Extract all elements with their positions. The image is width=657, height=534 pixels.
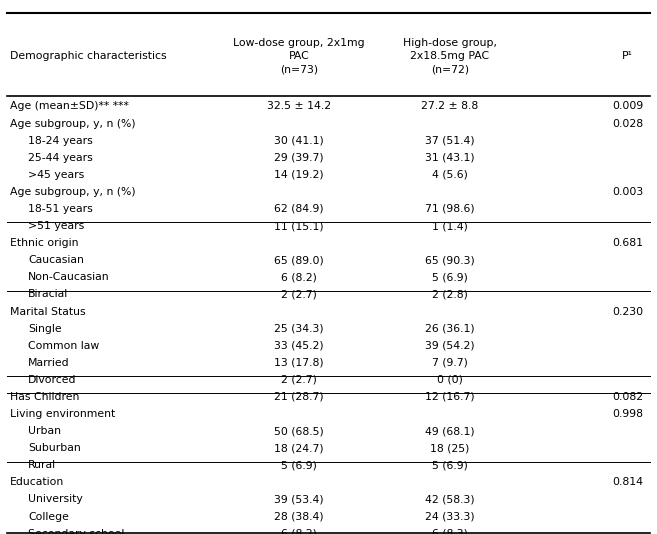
Text: 5 (6.9): 5 (6.9): [432, 272, 468, 282]
Text: College: College: [28, 512, 69, 522]
Text: 62 (84.9): 62 (84.9): [274, 204, 324, 214]
Text: Urban: Urban: [28, 426, 61, 436]
Text: University: University: [28, 494, 83, 505]
Text: 18-24 years: 18-24 years: [28, 136, 93, 146]
Text: Secondary school: Secondary school: [28, 529, 125, 534]
Text: Non-Caucasian: Non-Caucasian: [28, 272, 110, 282]
Text: 1 (1.4): 1 (1.4): [432, 221, 468, 231]
Text: 2 (2.8): 2 (2.8): [432, 289, 468, 300]
Text: 0.998: 0.998: [612, 409, 643, 419]
Text: 0.230: 0.230: [612, 307, 643, 317]
Text: 37 (51.4): 37 (51.4): [425, 136, 475, 146]
Text: 13 (17.8): 13 (17.8): [274, 358, 324, 368]
Text: Divorced: Divorced: [28, 375, 77, 385]
Text: 0 (0): 0 (0): [437, 375, 463, 385]
Text: 14 (19.2): 14 (19.2): [274, 170, 324, 180]
Text: 2 (2.7): 2 (2.7): [281, 289, 317, 300]
Text: 33 (45.2): 33 (45.2): [274, 341, 324, 351]
Text: Married: Married: [28, 358, 70, 368]
Text: 27.2 ± 8.8: 27.2 ± 8.8: [421, 101, 479, 112]
Text: 12 (16.7): 12 (16.7): [425, 392, 475, 402]
Text: 6 (8.2): 6 (8.2): [281, 272, 317, 282]
Text: 31 (43.1): 31 (43.1): [425, 153, 475, 163]
Text: Living environment: Living environment: [10, 409, 115, 419]
Text: 0.009: 0.009: [612, 101, 643, 112]
Text: 6 (8.2): 6 (8.2): [281, 529, 317, 534]
Text: 18 (24.7): 18 (24.7): [274, 443, 324, 453]
Text: 11 (15.1): 11 (15.1): [274, 221, 324, 231]
Text: 25-44 years: 25-44 years: [28, 153, 93, 163]
Text: Ethnic origin: Ethnic origin: [10, 238, 78, 248]
Text: Caucasian: Caucasian: [28, 255, 84, 265]
Text: Age (mean±SD)** ***: Age (mean±SD)** ***: [10, 101, 129, 112]
Text: 21 (28.7): 21 (28.7): [274, 392, 324, 402]
Text: High-dose group,
2x18.5mg PAC
(n=72): High-dose group, 2x18.5mg PAC (n=72): [403, 38, 497, 74]
Text: 5 (6.9): 5 (6.9): [432, 460, 468, 470]
Text: Marital Status: Marital Status: [10, 307, 85, 317]
Text: 42 (58.3): 42 (58.3): [425, 494, 475, 505]
Text: 0.681: 0.681: [612, 238, 643, 248]
Text: 50 (68.5): 50 (68.5): [274, 426, 324, 436]
Text: 30 (41.1): 30 (41.1): [274, 136, 324, 146]
Text: 24 (33.3): 24 (33.3): [425, 512, 475, 522]
Text: 4 (5.6): 4 (5.6): [432, 170, 468, 180]
Text: 65 (90.3): 65 (90.3): [425, 255, 475, 265]
Text: 0.814: 0.814: [612, 477, 643, 488]
Text: 0.082: 0.082: [612, 392, 643, 402]
Text: 18 (25): 18 (25): [430, 443, 470, 453]
Text: 39 (53.4): 39 (53.4): [274, 494, 324, 505]
Text: >45 years: >45 years: [28, 170, 85, 180]
Text: 7 (9.7): 7 (9.7): [432, 358, 468, 368]
Text: Low-dose group, 2x1mg
PAC
(n=73): Low-dose group, 2x1mg PAC (n=73): [233, 38, 365, 74]
Text: 28 (38.4): 28 (38.4): [274, 512, 324, 522]
Text: 0.003: 0.003: [612, 187, 643, 197]
Text: Demographic characteristics: Demographic characteristics: [10, 51, 166, 61]
Text: 71 (98.6): 71 (98.6): [425, 204, 475, 214]
Text: Single: Single: [28, 324, 62, 334]
Text: 2 (2.7): 2 (2.7): [281, 375, 317, 385]
Text: Rural: Rural: [28, 460, 57, 470]
Text: 65 (89.0): 65 (89.0): [274, 255, 324, 265]
Text: 39 (54.2): 39 (54.2): [425, 341, 475, 351]
Text: P¹: P¹: [622, 51, 633, 61]
Text: Suburban: Suburban: [28, 443, 81, 453]
Text: 29 (39.7): 29 (39.7): [274, 153, 324, 163]
Text: Has Children: Has Children: [10, 392, 79, 402]
Text: Common law: Common law: [28, 341, 99, 351]
Text: >51 years: >51 years: [28, 221, 85, 231]
Text: 25 (34.3): 25 (34.3): [274, 324, 324, 334]
Text: 18-51 years: 18-51 years: [28, 204, 93, 214]
Text: Age subgroup, y, n (%): Age subgroup, y, n (%): [10, 187, 135, 197]
Text: 5 (6.9): 5 (6.9): [281, 460, 317, 470]
Text: Biracial: Biracial: [28, 289, 68, 300]
Text: 49 (68.1): 49 (68.1): [425, 426, 475, 436]
Text: Education: Education: [10, 477, 64, 488]
Text: 26 (36.1): 26 (36.1): [425, 324, 475, 334]
Text: 32.5 ± 14.2: 32.5 ± 14.2: [267, 101, 331, 112]
Text: Age subgroup, y, n (%): Age subgroup, y, n (%): [10, 119, 135, 129]
Text: 0.028: 0.028: [612, 119, 643, 129]
Text: 6 (8.3): 6 (8.3): [432, 529, 468, 534]
